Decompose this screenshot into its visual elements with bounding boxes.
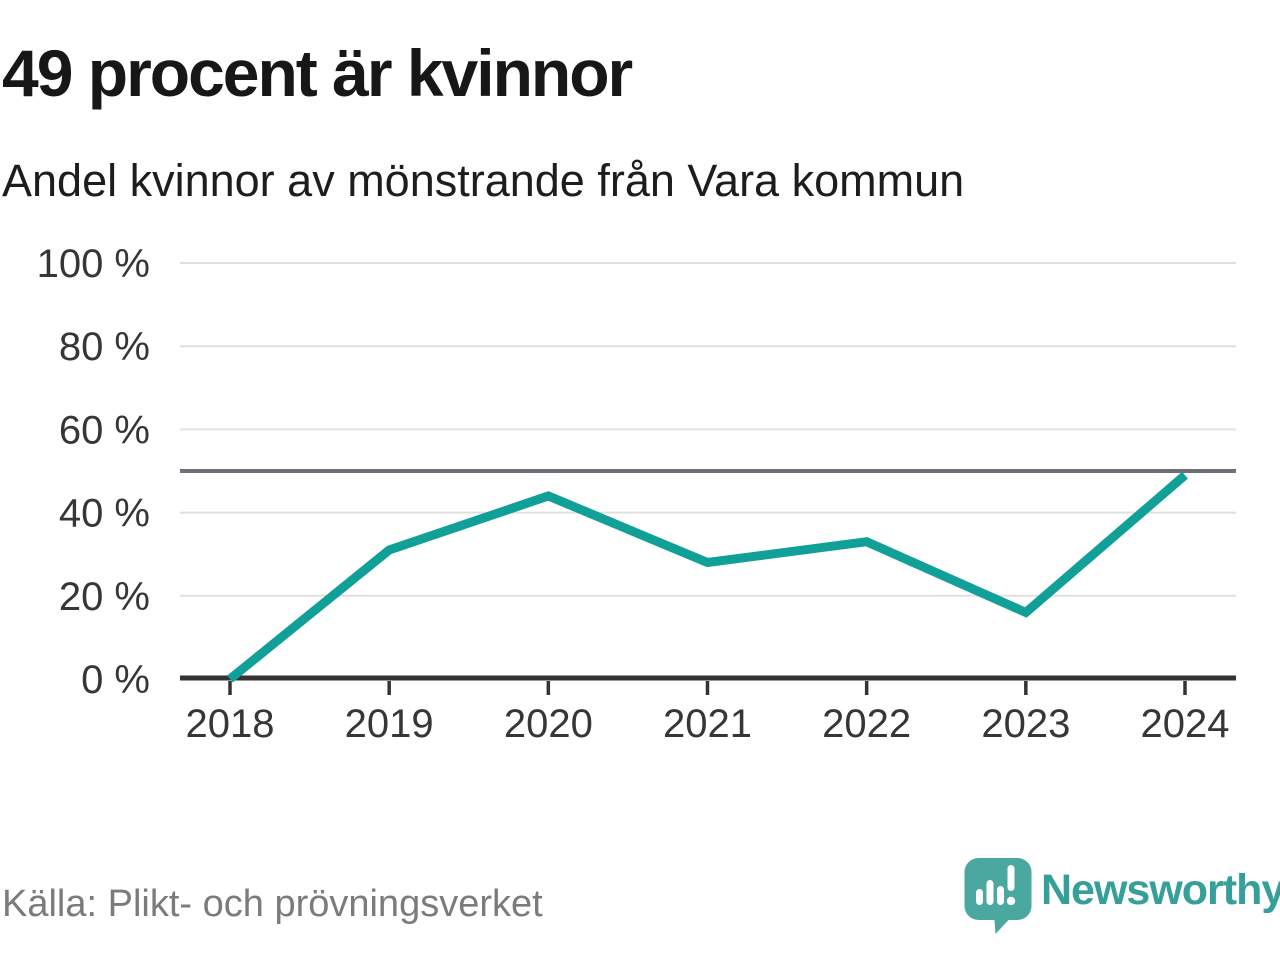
y-axis-tick-label: 40 % <box>59 492 150 536</box>
y-axis-tick-label: 0 % <box>81 658 150 702</box>
y-axis-tick-label: 20 % <box>59 575 150 619</box>
x-axis-tick-label: 2023 <box>981 702 1070 746</box>
chart-subtitle: Andel kvinnor av mönstrande från Vara ko… <box>2 155 965 206</box>
y-axis-tick-label: 100 % <box>37 242 150 286</box>
newsworthy-bubble-icon <box>964 858 1032 934</box>
y-axis-tick-label: 80 % <box>59 325 150 369</box>
x-axis-tick-label: 2022 <box>822 702 911 746</box>
x-axis-tick-label: 2021 <box>663 702 752 746</box>
y-axis-tick-label: 60 % <box>59 408 150 452</box>
data-line-andel-kvinnor <box>227 471 1188 683</box>
x-axis-tick-label: 2020 <box>504 702 593 746</box>
x-axis-tick-label: 2018 <box>186 702 275 746</box>
x-axis-tick-label: 2019 <box>345 702 434 746</box>
x-axis-tick-label: 2024 <box>1141 702 1230 746</box>
newsworthy-wordmark: Newsworthy <box>1041 866 1280 914</box>
newsworthy-logo: Newsworthy <box>963 857 1280 937</box>
page-title: 49 procent är kvinnor <box>2 36 633 110</box>
source-credit: Källa: Plikt- och prövningsverket <box>2 883 543 925</box>
